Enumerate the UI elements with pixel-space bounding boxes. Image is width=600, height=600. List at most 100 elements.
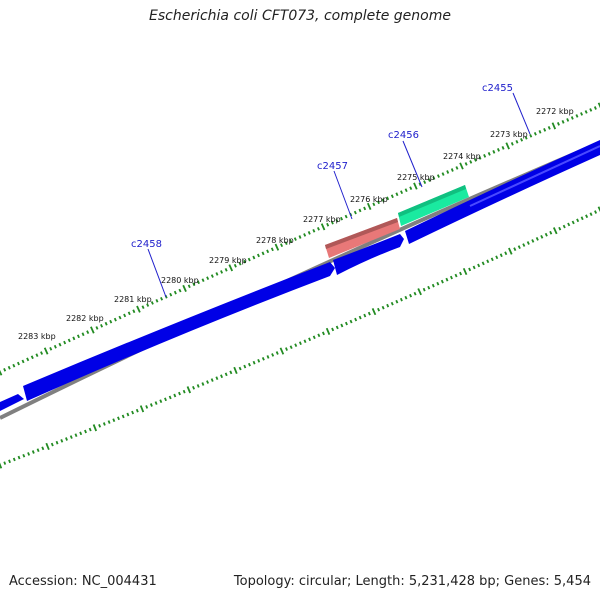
inner-tick-mark (303, 339, 307, 344)
inner-tick-mark (449, 275, 453, 280)
outer-tick-mark (43, 347, 49, 355)
kbp-label-2283: 2283 kbp (18, 332, 56, 341)
kbp-label-2282: 2282 kbp (66, 314, 104, 323)
inner-tick-mark (390, 301, 394, 306)
outer-tick-mark (160, 297, 164, 301)
outer-tick-mark (505, 142, 510, 150)
outer-tick-mark (228, 264, 234, 272)
outer-tick-mark (418, 182, 422, 186)
outer-tick-mark (169, 292, 173, 297)
inner-tick-mark (409, 293, 413, 298)
inner-tick-mark (45, 442, 50, 451)
inner-tick-mark (562, 224, 566, 229)
inner-tick-mark (468, 267, 472, 272)
outer-tick-mark (303, 233, 307, 237)
outer-tick-mark (95, 326, 99, 330)
inner-tick-mark (552, 227, 558, 235)
outer-tick-mark (132, 309, 136, 314)
inner-tick-mark (340, 323, 344, 328)
outer-tick-mark (510, 142, 514, 146)
inner-tick-mark (84, 429, 87, 434)
inner-tick-mark (298, 341, 302, 346)
outer-tick-mark (238, 261, 242, 266)
outer-tick-mark (104, 321, 108, 326)
inner-tick-mark (594, 210, 598, 214)
outer-tick-mark (344, 214, 348, 219)
outer-tick-mark (496, 148, 500, 152)
outer-tick-mark (316, 227, 320, 231)
inner-tick-mark (201, 382, 205, 386)
inner-tick-mark (252, 360, 256, 365)
inner-tick-mark (445, 277, 449, 282)
inner-tick-mark (377, 307, 381, 312)
outer-tick-mark (224, 268, 228, 272)
outer-tick-mark (376, 200, 380, 205)
outer-tick-mark (358, 208, 362, 213)
inner-tick-mark (289, 345, 293, 349)
outer-tick-mark (547, 126, 551, 130)
inner-tick-mark (3, 461, 7, 465)
outer-tick-mark (81, 332, 85, 337)
kbp-label-2275: 2275 kbp (397, 173, 435, 182)
outer-tick-mark (63, 340, 67, 345)
inner-tick-mark (0, 462, 3, 469)
outer-tick-ring (0, 102, 600, 376)
inner-tick-mark (540, 235, 544, 239)
inner-tick-mark (145, 405, 149, 409)
inner-tick-mark (549, 230, 553, 235)
outer-tick-mark (67, 338, 71, 343)
outer-tick-mark (12, 363, 16, 368)
connector-c2457 (333, 170, 353, 220)
outer-tick-mark (118, 315, 122, 320)
gene-arc-c2457-region (333, 234, 404, 275)
outer-tick-mark (386, 196, 390, 201)
outer-tick-mark (293, 237, 297, 241)
kbp-label-2278: 2278 kbp (256, 236, 294, 245)
outer-tick-mark (575, 114, 579, 118)
outer-tick-mark (3, 368, 7, 372)
inner-tick-mark (417, 288, 422, 296)
outer-tick-mark (72, 336, 76, 341)
kbp-label-2274: 2274 kbp (443, 152, 481, 161)
inner-tick-mark (243, 364, 247, 369)
inner-tick-mark (535, 237, 539, 241)
inner-tick-mark (371, 308, 377, 316)
inner-tick-mark (459, 271, 463, 276)
inner-tick-mark (112, 418, 116, 423)
outer-tick-mark (492, 150, 496, 154)
inner-tick-mark (495, 255, 499, 260)
outer-tick-mark (86, 330, 90, 334)
inner-tick-mark (597, 206, 600, 213)
inner-tick-mark (386, 303, 390, 308)
inner-tick-mark (31, 450, 35, 454)
inner-tick-mark (275, 351, 279, 355)
kbp-label-2280: 2280 kbp (161, 276, 199, 285)
outer-tick-mark (441, 172, 445, 176)
connector-c2455 (512, 92, 531, 135)
inner-tick-mark (74, 433, 78, 438)
inner-tick-mark (41, 446, 45, 451)
inner-tick-mark (50, 442, 54, 447)
kbp-label-2277: 2277 kbp (303, 215, 341, 224)
outer-tick-mark (372, 202, 376, 207)
outer-tick-mark (220, 270, 224, 274)
inner-tick-mark (367, 311, 371, 316)
inner-tick-mark (206, 380, 210, 384)
inner-tick-mark (349, 319, 353, 324)
inner-tick-mark (107, 420, 111, 424)
inner-tick-mark (192, 385, 196, 390)
inner-tick-mark (159, 399, 163, 404)
inner-tick-mark (135, 408, 139, 413)
inner-tick-mark (149, 403, 153, 407)
outer-tick-mark (49, 347, 53, 351)
inner-tick-mark (139, 405, 145, 413)
inner-tick-mark (55, 440, 59, 445)
inner-tick-mark (220, 374, 224, 379)
outer-tick-mark (40, 351, 44, 355)
outer-tick-mark (320, 223, 326, 231)
kbp-label-2273: 2273 kbp (490, 130, 528, 139)
kbp-label-2276: 2276 kbp (350, 195, 388, 204)
inner-tick-mark (589, 212, 593, 216)
outer-tick-mark (274, 243, 280, 251)
outer-tick-mark (187, 284, 191, 289)
